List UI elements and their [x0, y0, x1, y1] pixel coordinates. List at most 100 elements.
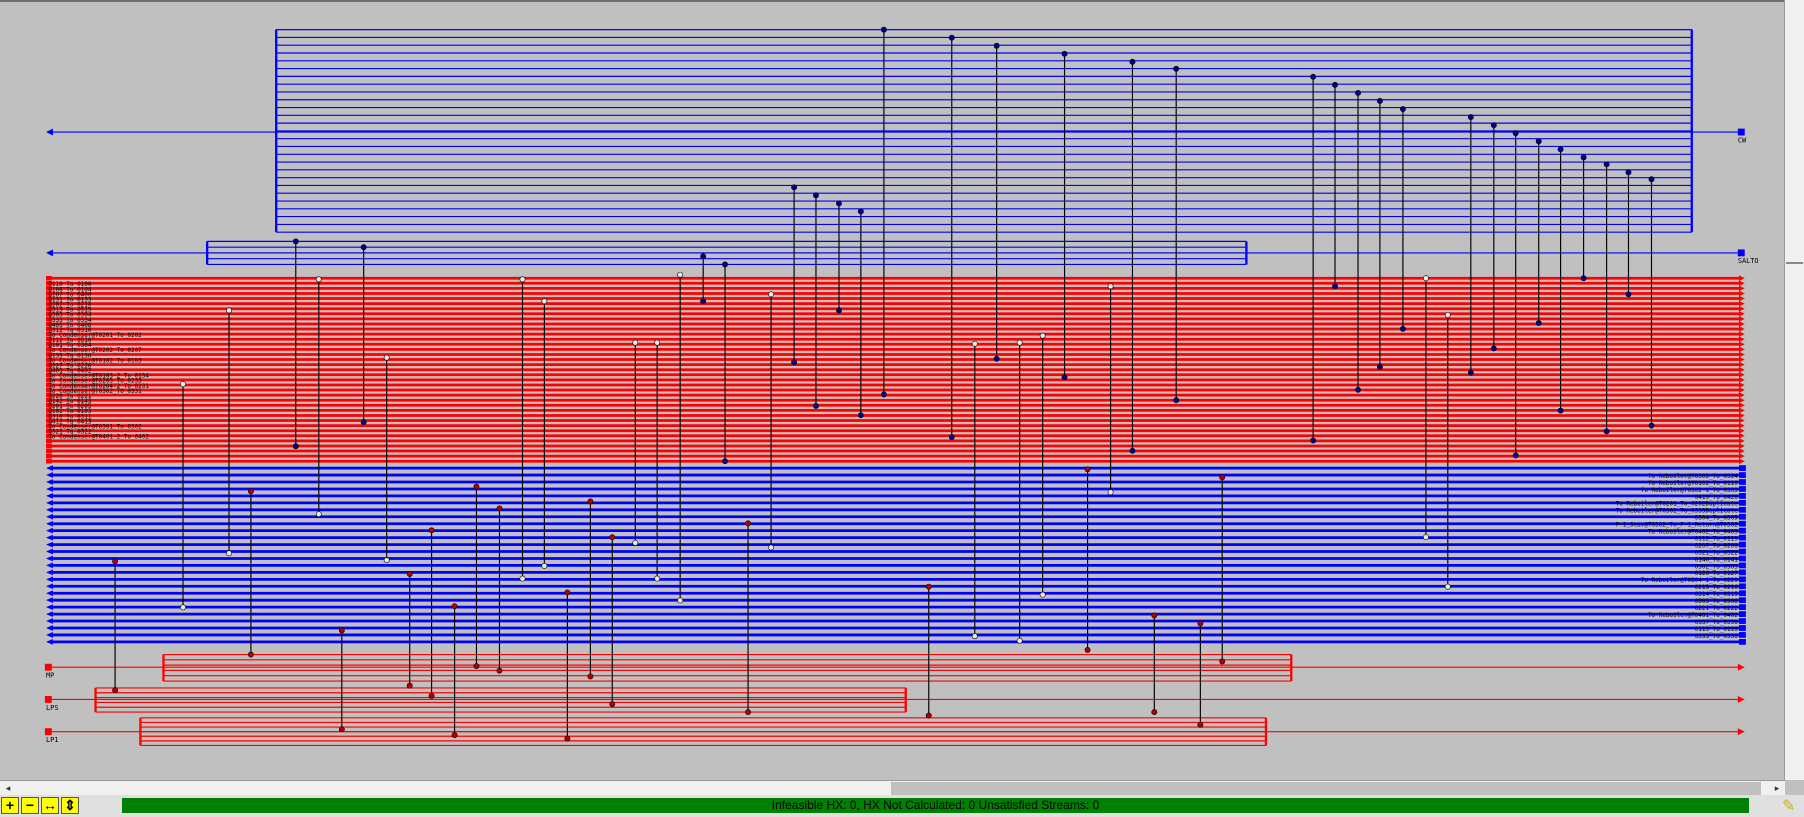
hot-stream-arrow-icon [1738, 407, 1745, 414]
cold-stream-arrow-icon [46, 583, 53, 590]
heat-exchanger-node-icon [1332, 283, 1338, 290]
heat-exchanger-node-icon [383, 354, 390, 361]
heat-exchanger-node-icon [1625, 291, 1632, 298]
cold-stream-label: To Reboiler@T0402_To_0403 [1648, 529, 1738, 536]
hot-stream-box [46, 392, 52, 398]
heat-exchanger-node-icon [315, 511, 322, 518]
lps-utility-box [44, 695, 52, 703]
hot-stream-label: 0303_To_0304 [48, 312, 92, 319]
heat-exchanger-node-icon [519, 276, 526, 283]
heat-exchanger-node-icon [226, 550, 232, 557]
hot-stream-label: 0310_To_0311 [48, 413, 92, 420]
hot-stream-arrow-icon [1738, 443, 1745, 449]
hot-stream-label: To Condenser@T0301_To_0302 [48, 423, 142, 430]
cold-stream-arrow-icon [46, 618, 53, 624]
heat-exchanger-node-icon [925, 712, 932, 719]
scroll-right-arrow-icon[interactable]: ▸ [1774, 783, 1780, 793]
cold-stream-arrow-icon [46, 479, 53, 485]
cold-stream-arrow-icon [46, 555, 53, 562]
heat-exchanger-node-icon [609, 534, 616, 541]
cold-stream-box [1738, 465, 1746, 471]
vertical-scrollbar[interactable] [1784, 0, 1804, 780]
heat-exchanger-node-icon [654, 339, 661, 346]
cold-stream-box [1738, 618, 1746, 624]
salto-utility-label: SALTO [1738, 257, 1759, 265]
cold-stream-arrow-icon [46, 548, 53, 555]
cold-stream-label: To Reboiler@T0204-1_To_0229 [1641, 577, 1738, 584]
hot-stream-box [46, 275, 52, 281]
scroll-left-arrow-icon[interactable]: ◂ [5, 783, 11, 793]
cold-stream-box [1738, 576, 1746, 583]
heat-exchanger-node-icon [247, 488, 254, 495]
heat-exchanger-node-icon [587, 498, 594, 505]
hot-stream-label: To Condenser@T0401-2_To_0402 [48, 434, 149, 441]
fit-width-button[interactable]: ↔ [41, 797, 59, 814]
heat-exchanger-node-icon [1490, 122, 1497, 129]
hot-stream-box [46, 438, 52, 444]
zoom-in-button[interactable]: + [1, 797, 19, 814]
hen-grid-diagram[interactable]: CW SALTO 0110_To_0100 0108_To_0104 0107_To_0… [0, 0, 1785, 780]
heat-exchanger-node-icon [1061, 50, 1068, 57]
heat-exchanger-node-icon [1422, 534, 1429, 541]
heat-exchanger-node-icon [745, 520, 752, 527]
hot-stream-box [46, 336, 52, 342]
hot-stream-arrow-icon [1738, 341, 1745, 348]
heat-exchanger-node-icon [1376, 98, 1383, 104]
heat-exchanger-node-icon [1399, 325, 1406, 332]
hot-stream-box [46, 352, 52, 357]
heat-exchanger-node-icon [768, 291, 775, 298]
hot-stream-arrow-icon [1738, 361, 1745, 368]
hot-stream-box [46, 341, 52, 347]
hot-stream-box [46, 280, 52, 286]
stream-arrow-icon [46, 128, 53, 136]
stream-arrow-icon [1737, 695, 1745, 703]
hot-stream-box [46, 418, 52, 423]
horizontal-scrollbar[interactable]: ◂ ▸ [0, 780, 1785, 796]
hot-stream-box [46, 357, 52, 362]
hot-stream-arrow-icon [1738, 387, 1745, 393]
cold-stream-label: 0304_To_0305 [1695, 515, 1739, 522]
heat-exchanger-node-icon [1197, 721, 1204, 728]
cold-stream-arrow-icon [46, 576, 53, 583]
hot-stream-box [46, 301, 52, 306]
heat-exchanger-node-icon [1603, 161, 1610, 168]
hot-stream-box [46, 286, 52, 291]
horizontal-scroll-thumb[interactable] [891, 782, 1761, 795]
heat-exchanger-node-icon [993, 42, 1000, 49]
heat-exchanger-node-icon [1039, 591, 1046, 598]
heat-exchanger-node-icon [541, 298, 548, 305]
heat-exchanger-node-icon [1580, 275, 1587, 282]
heat-exchanger-node-icon [180, 604, 186, 611]
cold-stream-label: 0112_To_0113 [1695, 535, 1739, 542]
heat-exchanger-node-icon [180, 381, 186, 388]
cold-stream-arrow-icon [46, 562, 53, 569]
hot-stream-box [46, 453, 52, 459]
hot-stream-arrow-icon [1738, 458, 1745, 465]
heat-exchanger-node-icon [338, 726, 345, 733]
heat-exchanger-node-icon [1580, 154, 1587, 161]
hot-stream-label: To Condenser@T0203_To_0233 [48, 378, 142, 385]
hot-stream-label: 0101_To_0304 [48, 342, 92, 349]
heat-exchanger-node-icon [948, 434, 955, 440]
wrench-icon[interactable]: ✎ [1782, 798, 1796, 815]
heat-exchanger-node-icon [1355, 89, 1361, 96]
hot-stream-arrow-icon [1738, 453, 1745, 459]
grid-canvas[interactable]: CW SALTO 0110_To_01000108_To_01040107_To_0… [0, 2, 1785, 780]
heat-exchanger-node-icon [791, 359, 798, 366]
zoom-out-button[interactable]: − [21, 797, 39, 814]
cold-stream-box [1738, 479, 1746, 485]
cold-stream-arrow-icon [46, 499, 53, 506]
hot-stream-box [46, 291, 52, 296]
hot-stream-arrow-icon [1738, 397, 1745, 404]
heat-exchanger-node-icon [1219, 474, 1226, 481]
heat-exchanger-node-icon [836, 200, 842, 207]
heat-exchanger-node-icon [383, 557, 390, 564]
fit-all-button[interactable]: ⇕ [61, 797, 79, 814]
stream-arrow-icon [46, 249, 53, 257]
hot-stream-arrow-icon [1738, 382, 1745, 388]
hot-stream-label: To Condenser@T0103-2_To_0134 [48, 373, 149, 380]
hot-stream-box [46, 377, 52, 383]
vertical-scroll-thumb[interactable] [1786, 262, 1803, 264]
hot-stream-arrow-icon [1738, 290, 1745, 297]
cw-utility-label: CW [1738, 136, 1747, 144]
